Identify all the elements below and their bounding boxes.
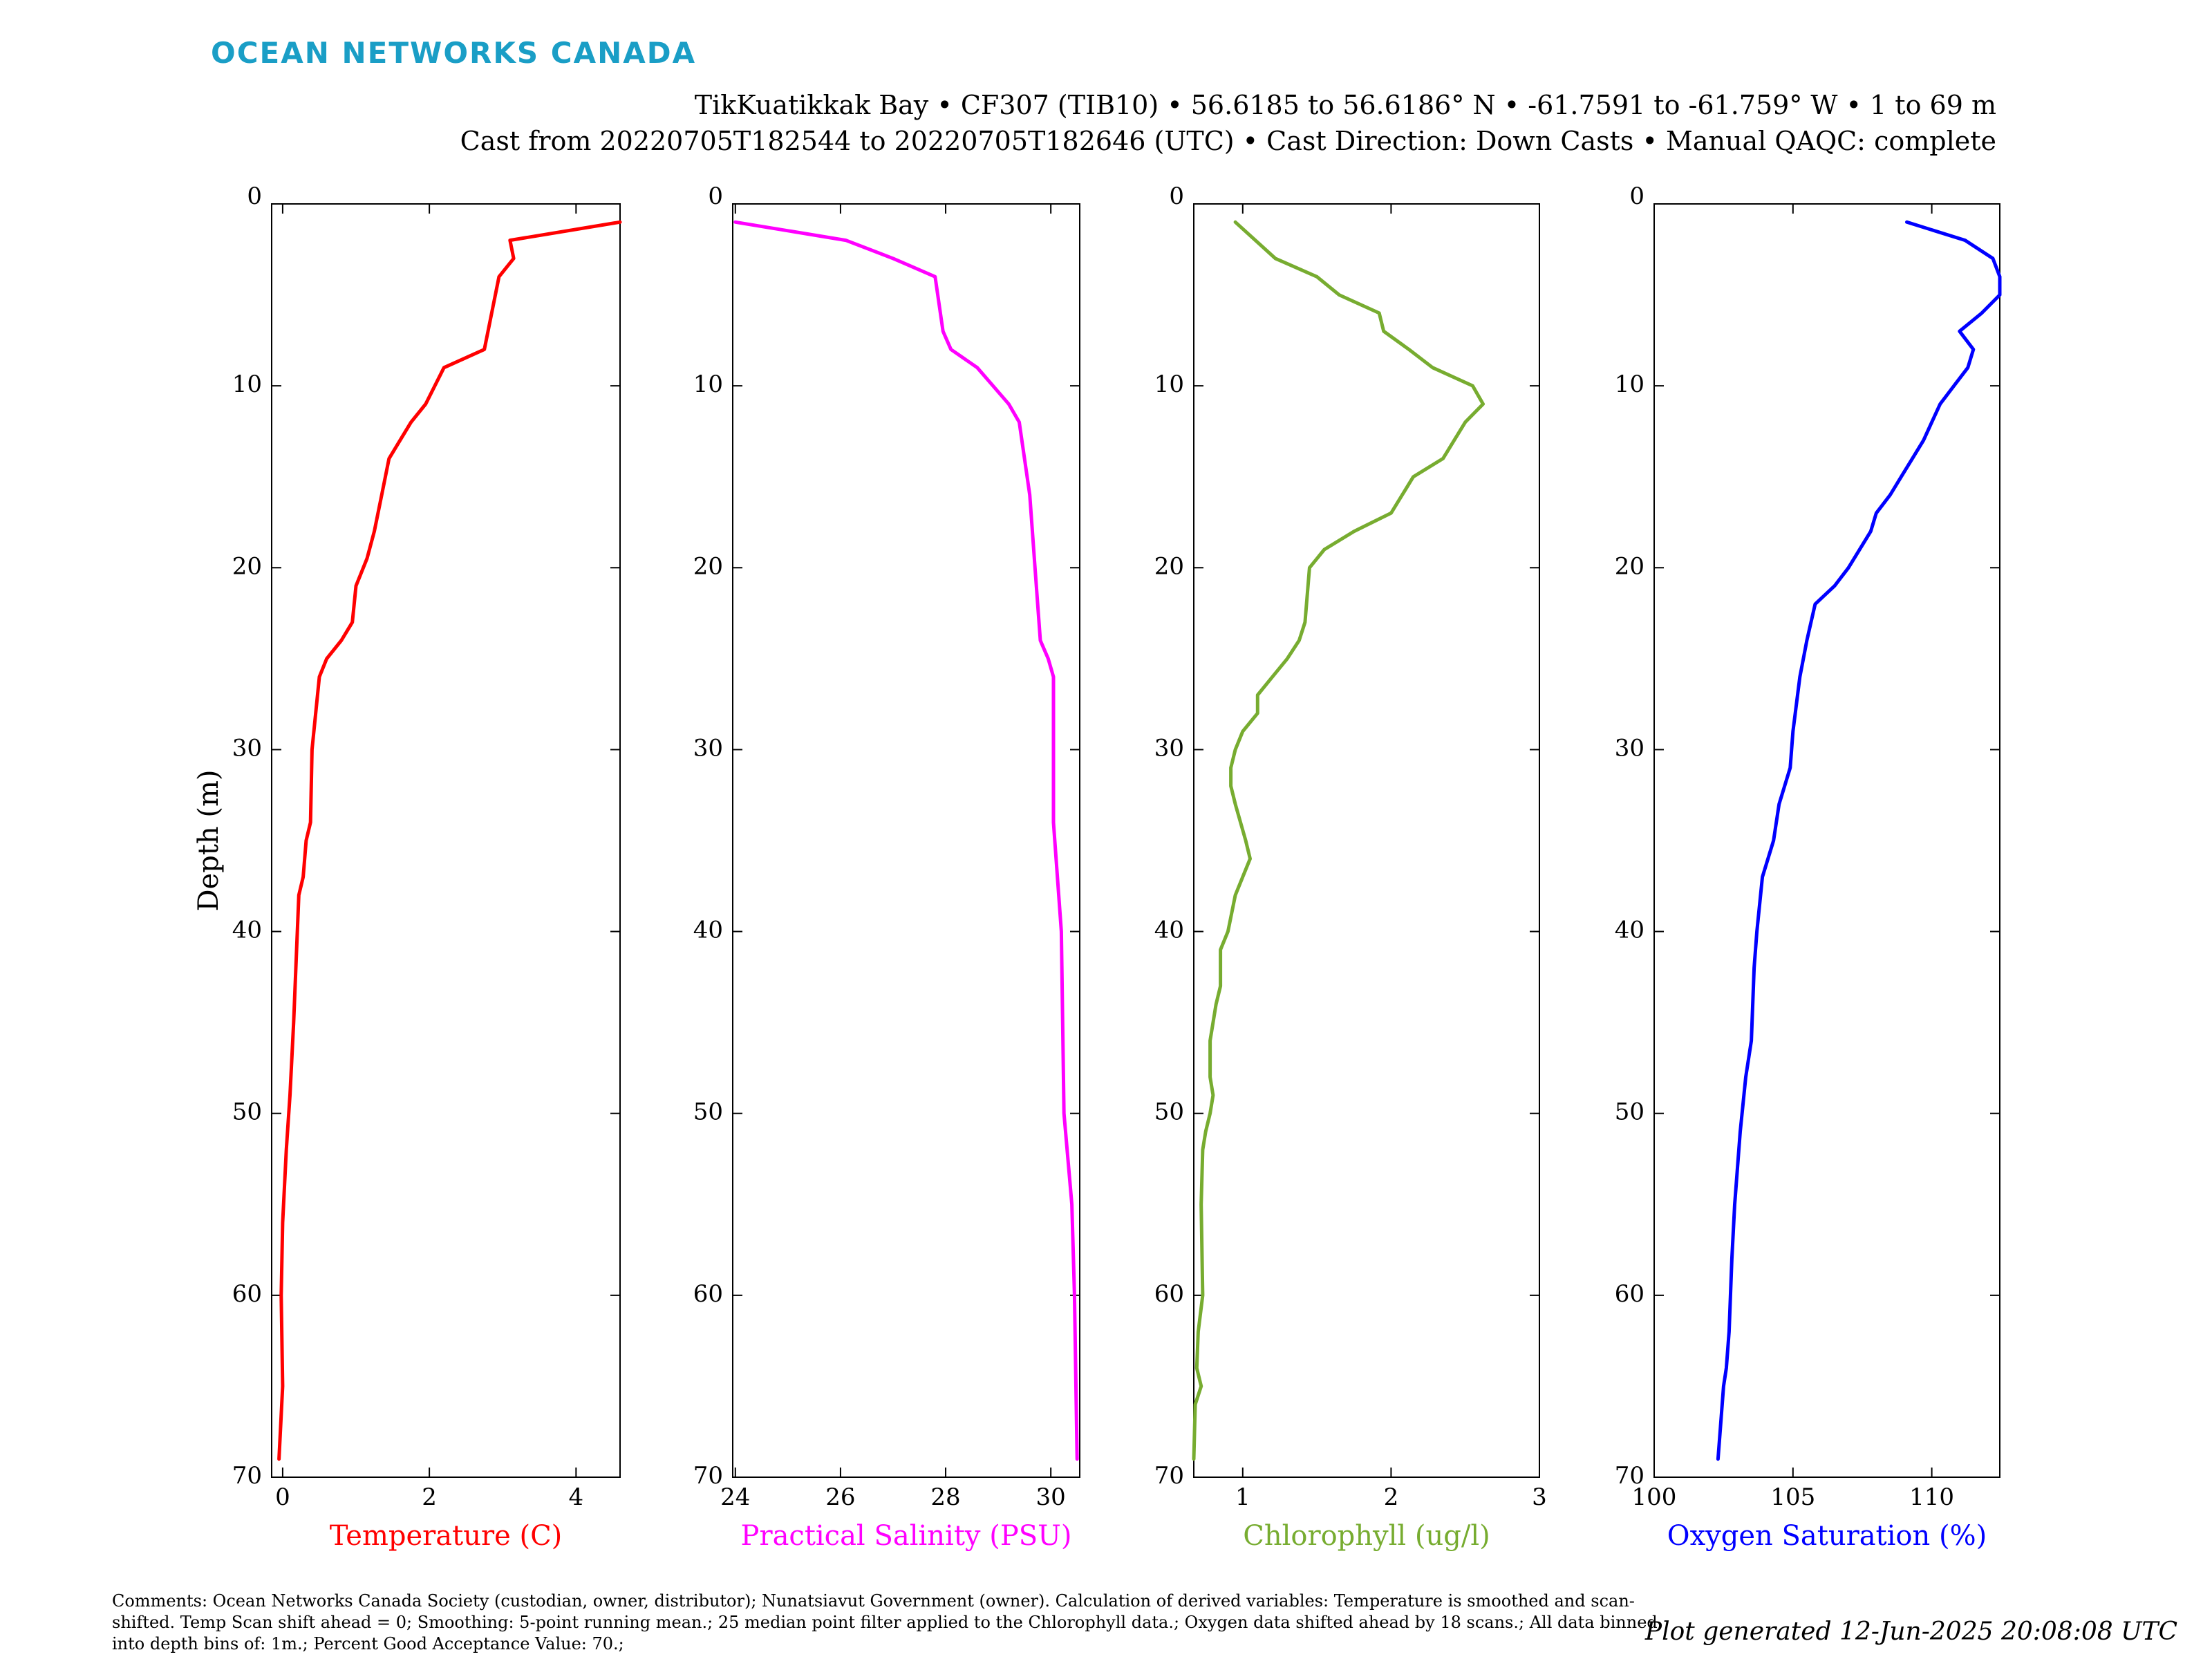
depth-tick-label: 30 [693, 734, 723, 762]
salinity-x-tick-label: 28 [930, 1483, 960, 1511]
ocean-networks-canada-logo: OCEAN NETWORKS CANADA [211, 36, 697, 70]
salinity-axes-box [732, 203, 1080, 1478]
depth-tick-label: 40 [1615, 917, 1644, 944]
depth-tick-label: 20 [1615, 552, 1644, 580]
salinity-x-tick-label: 30 [1036, 1483, 1066, 1511]
chlorophyll-profile-line [1192, 220, 1485, 1461]
depth-tick-label: 0 [1629, 182, 1644, 210]
oxygen-axes-box [1653, 203, 2000, 1478]
salinity-x-tick-label: 26 [825, 1483, 855, 1511]
depth-tick-label: 50 [693, 1098, 723, 1126]
temperature-x-tick-label: 4 [569, 1483, 584, 1511]
temperature-x-tick-label: 2 [422, 1483, 437, 1511]
depth-tick-label: 20 [1154, 552, 1184, 580]
temperature-profile-line [277, 220, 622, 1461]
depth-tick-label: 10 [693, 371, 723, 398]
depth-tick-label: 10 [1615, 371, 1644, 398]
depth-tick-label: 20 [232, 552, 262, 580]
chlorophyll-x-tick-label: 2 [1384, 1483, 1399, 1511]
depth-tick-label: 70 [232, 1462, 262, 1490]
salinity-axis-label: Practical Salinity (PSU) [741, 1520, 1072, 1552]
depth-tick-label: 60 [693, 1280, 723, 1308]
depth-tick-label: 0 [1169, 182, 1184, 210]
oxygen-x-tick-label: 105 [1770, 1483, 1815, 1511]
depth-tick-label: 30 [1615, 734, 1644, 762]
oxygen-x-tick-label: 110 [1909, 1483, 1954, 1511]
plot-generated-timestamp: Plot generated 12-Jun-2025 20:08:08 UTC [1644, 1618, 2177, 1646]
depth-tick-label: 40 [693, 917, 723, 944]
temperature-x-tick-label: 0 [275, 1483, 290, 1511]
temperature-axes-box [271, 203, 621, 1478]
depth-tick-label: 0 [247, 182, 262, 210]
depth-tick-label: 10 [1154, 371, 1184, 398]
depth-tick-label: 70 [1154, 1462, 1184, 1490]
depth-tick-label: 50 [232, 1098, 262, 1126]
depth-tick-label: 50 [1615, 1098, 1644, 1126]
depth-tick-label: 10 [232, 371, 262, 398]
depth-tick-label: 50 [1154, 1098, 1184, 1126]
chlorophyll-axes-box [1193, 203, 1540, 1478]
chlorophyll-x-tick-label: 1 [1235, 1483, 1250, 1511]
chlorophyll-x-tick-label: 3 [1532, 1483, 1547, 1511]
depth-tick-label: 70 [693, 1462, 723, 1490]
salinity-x-tick-label: 24 [720, 1483, 750, 1511]
oxygen-profile-line [1716, 220, 2002, 1461]
depth-tick-label: 60 [1615, 1280, 1644, 1308]
chlorophyll-axis-label: Chlorophyll (ug/l) [1243, 1520, 1490, 1552]
plot-title-line-2: Cast from 20220705T182544 to 20220705T18… [460, 126, 1996, 156]
salinity-profile-line [733, 220, 1079, 1461]
plot-title-line-1: TikKuatikkak Bay • CF307 (TIB10) • 56.61… [694, 90, 1996, 120]
oxygen-axis-label: Oxygen Saturation (%) [1667, 1520, 1987, 1552]
depth-tick-label: 40 [232, 917, 262, 944]
depth-tick-label: 30 [232, 734, 262, 762]
oxygen-x-tick-label: 100 [1632, 1483, 1677, 1511]
depth-tick-label: 0 [708, 182, 723, 210]
depth-axis-label: Depth (m) [193, 769, 225, 911]
temperature-axis-label: Temperature (C) [330, 1520, 563, 1552]
depth-tick-label: 20 [693, 552, 723, 580]
depth-tick-label: 30 [1154, 734, 1184, 762]
depth-tick-label: 60 [1154, 1280, 1184, 1308]
depth-tick-label: 40 [1154, 917, 1184, 944]
depth-tick-label: 60 [232, 1280, 262, 1308]
depth-tick-label: 70 [1615, 1462, 1644, 1490]
plot-comments: Comments: Ocean Networks Canada Society … [112, 1591, 1658, 1653]
